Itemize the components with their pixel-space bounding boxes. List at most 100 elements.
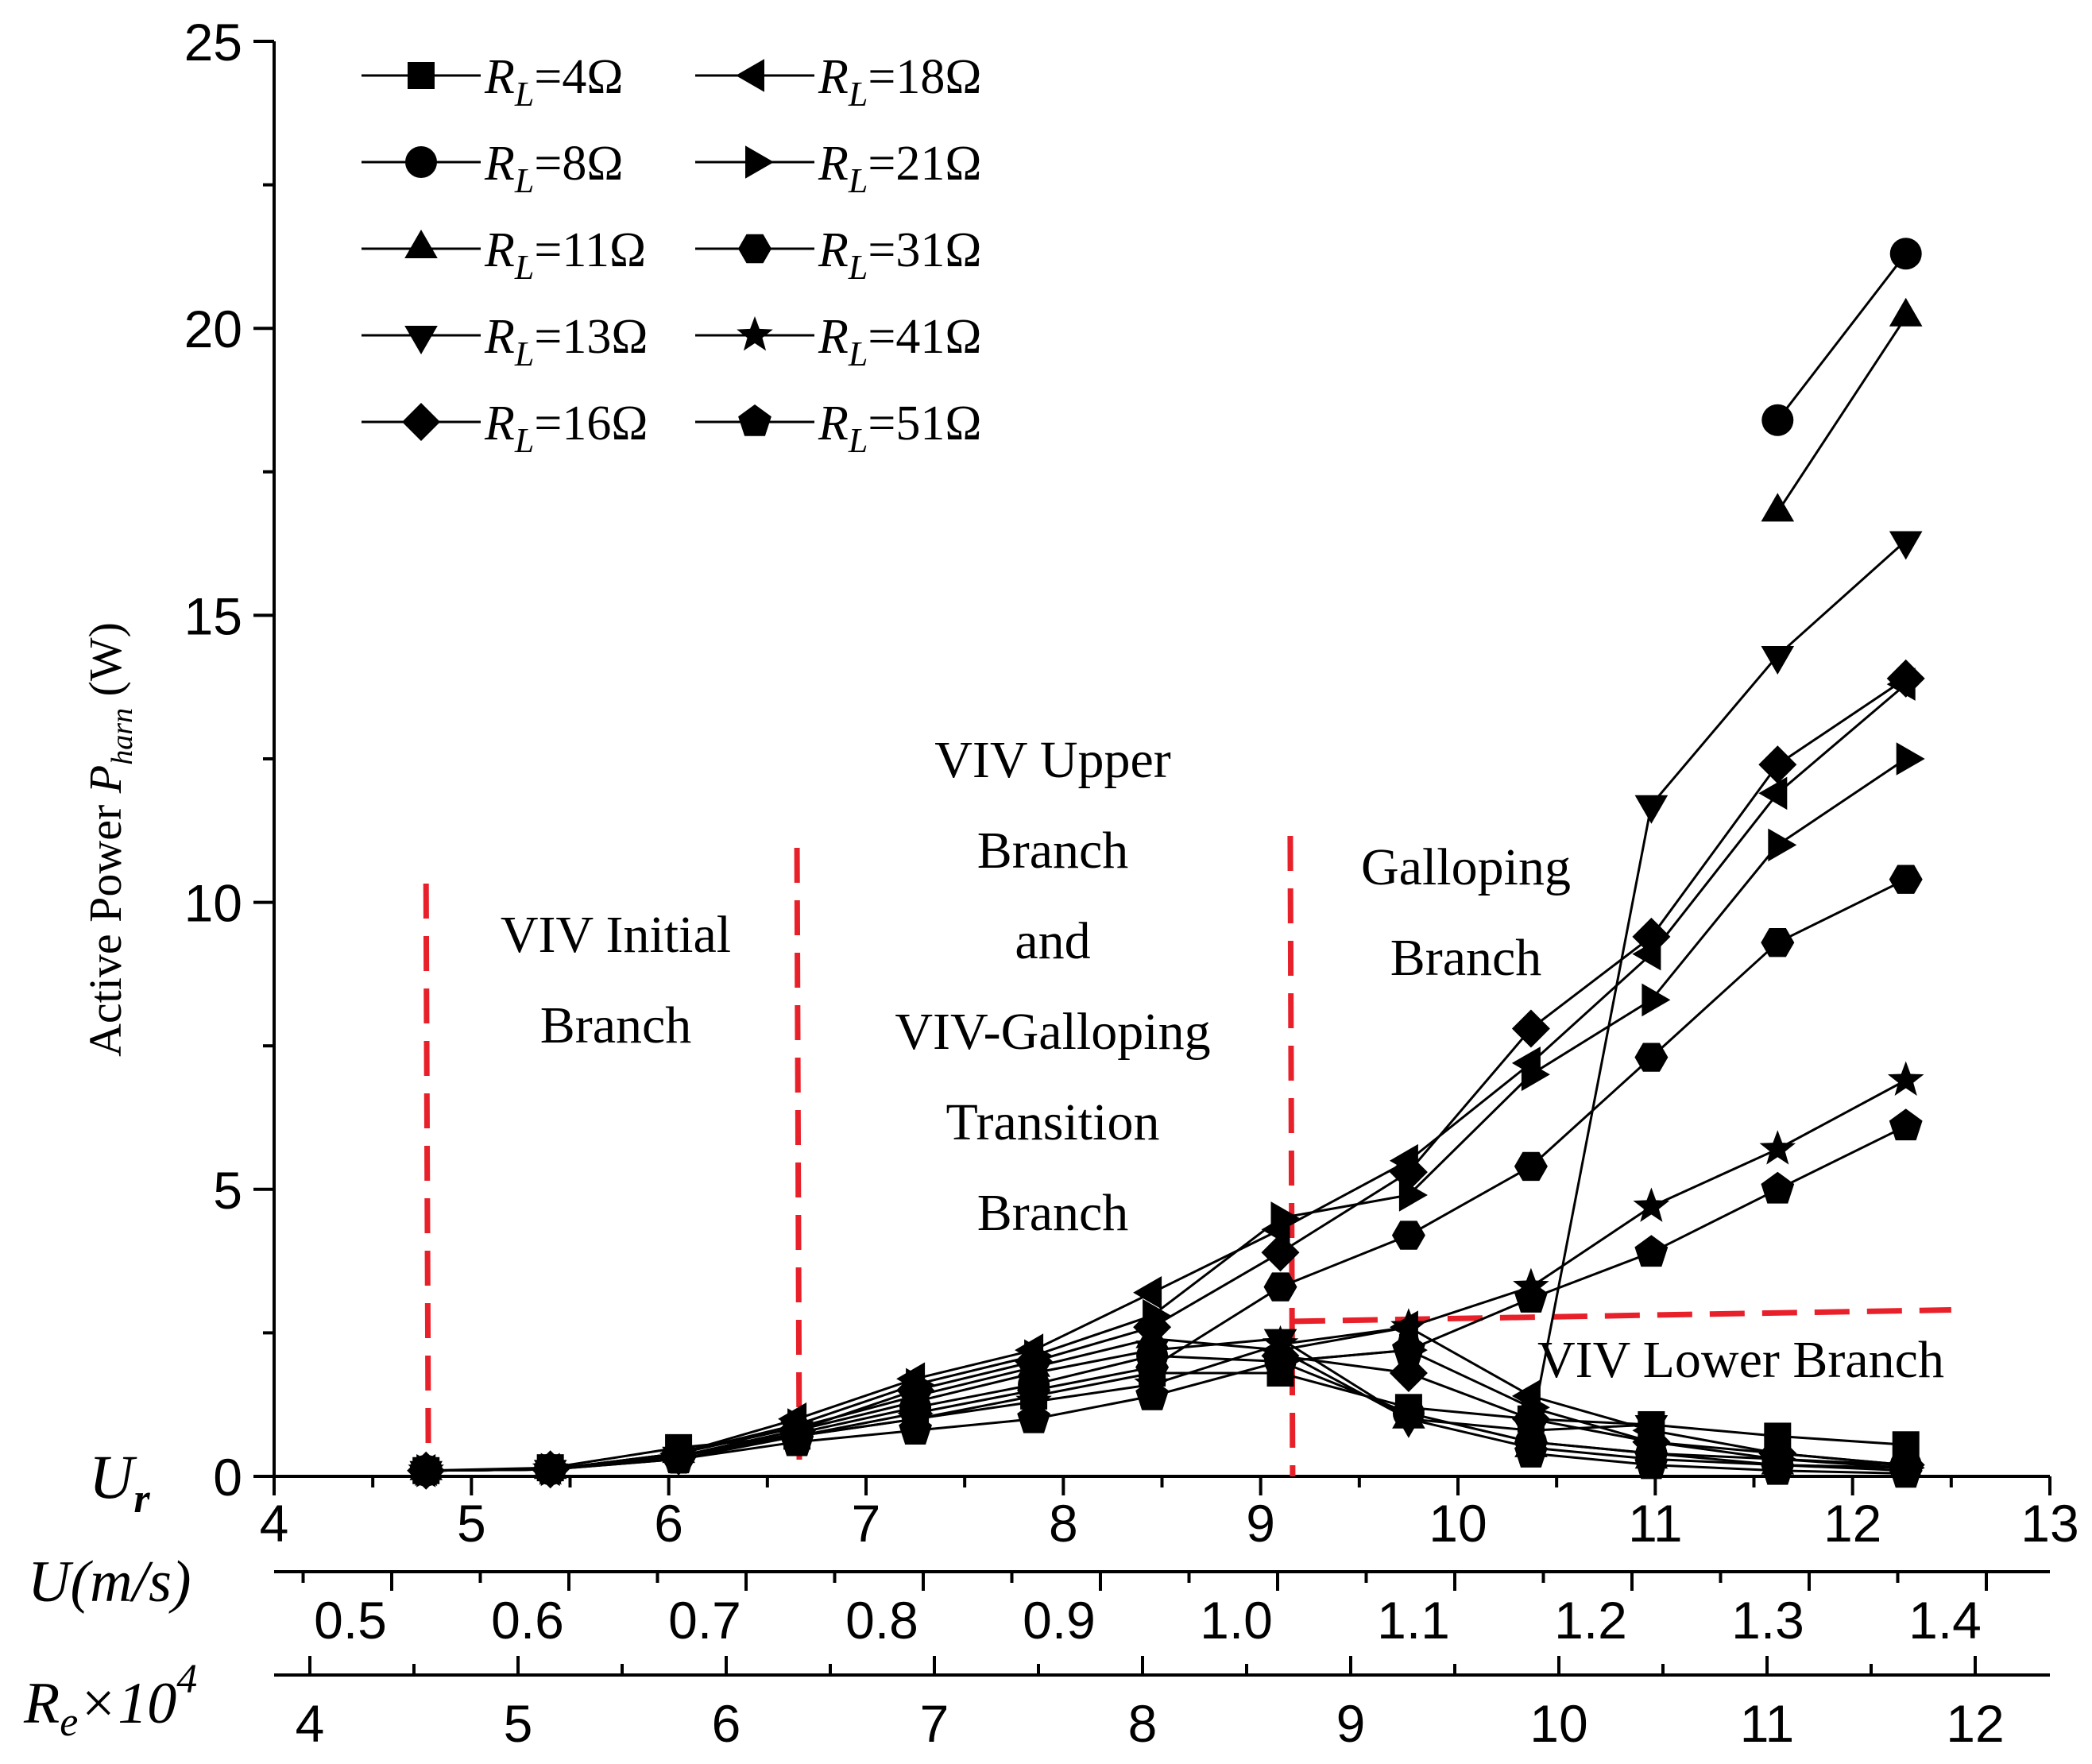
marker-pentagon xyxy=(1634,1447,1669,1480)
ur-axis-label-symbol: U xyxy=(89,1442,137,1511)
u-tick-label: 1.0 xyxy=(1200,1591,1273,1650)
marker-triangle-down xyxy=(1634,795,1669,824)
series-line-R_L=11Ω xyxy=(1777,315,1907,513)
re-tick-label: 6 xyxy=(712,1694,741,1753)
series-line-R_L=21Ω-lower xyxy=(1280,1348,1906,1469)
marker-pentagon xyxy=(1889,1108,1923,1141)
region-annotations: VIV Initial Branch VIV Upper Branch and VIV-G… xyxy=(501,731,1944,1389)
u-tick-label: 1.2 xyxy=(1554,1591,1627,1650)
re-tick-label: 11 xyxy=(1740,1694,1795,1753)
marker-pentagon xyxy=(1017,1401,1050,1433)
legend-entry: RL=16Ω xyxy=(362,397,648,460)
re-axis-label-subscript: e xyxy=(60,1700,78,1745)
re-axis: 4 5 6 7 8 9 10 11 12 xyxy=(274,1656,2050,1753)
annotation-line: VIV Initial xyxy=(501,906,731,964)
marker-triangle-left xyxy=(1389,1310,1418,1344)
legend-entry: RL=51Ω xyxy=(695,397,981,460)
region-annotation: VIV Lower Branch xyxy=(1537,1331,1944,1389)
ur-axis-label-subscript: r xyxy=(133,1476,150,1522)
marker-triangle-right xyxy=(1896,742,1925,776)
marker-hexagon xyxy=(1391,1220,1425,1250)
ur-tick-label: 7 xyxy=(852,1494,881,1553)
legend-entry: RL=11Ω xyxy=(362,223,646,287)
region-annotation: VIV Upper Branch and VIV-Galloping Transitio… xyxy=(895,731,1210,1242)
re-axis-label-symbol: R xyxy=(23,1671,60,1736)
marker-hexagon xyxy=(738,234,771,264)
legend-label-value: =31Ω xyxy=(868,223,981,277)
region-annotation: VIV Initial Branch xyxy=(501,906,731,1054)
legend-label: RL=13Ω xyxy=(484,310,648,373)
series-markers xyxy=(407,238,1925,1490)
legend-label-value: =41Ω xyxy=(868,310,981,364)
legend-label-value: =4Ω xyxy=(534,50,623,104)
marker-pentagon xyxy=(738,404,771,436)
marker-triangle-down xyxy=(404,326,438,354)
marker-hexagon xyxy=(1634,1043,1669,1072)
ur-tick-label: 6 xyxy=(654,1494,683,1553)
marker-star xyxy=(1015,1383,1052,1418)
legend-label-symbol: R xyxy=(484,50,515,104)
re-axis-label-exponent: 4 xyxy=(176,1657,197,1702)
legend-label: RL=16Ω xyxy=(484,397,648,460)
marker-pentagon xyxy=(1889,1456,1923,1488)
marker-circle xyxy=(1889,238,1922,270)
re-tick-label: 9 xyxy=(1336,1694,1366,1753)
marker-pentagon xyxy=(409,1453,443,1485)
legend-label-subscript: L xyxy=(848,75,868,114)
legend-label-symbol: R xyxy=(818,310,849,364)
series-line-R_L=51Ω xyxy=(426,1124,1907,1472)
y-tick-label: 0 xyxy=(213,1448,242,1507)
marker-triangle-left xyxy=(1133,1276,1162,1309)
marker-triangle-right xyxy=(1270,1201,1300,1235)
marker-triangle-right xyxy=(1270,1344,1300,1379)
annotation-line: Transition xyxy=(946,1093,1160,1151)
legend-label-subscript: L xyxy=(514,161,534,200)
marker-pentagon xyxy=(1514,1281,1548,1313)
re-axis-label-multiplier: ×10 xyxy=(78,1671,176,1736)
legend-entry: RL=18Ω xyxy=(695,50,981,114)
series-lines xyxy=(426,253,1907,1475)
legend-entry: RL=8Ω xyxy=(362,137,623,200)
marker-triangle-right xyxy=(1143,1298,1172,1333)
marker-hexagon xyxy=(1263,1272,1297,1302)
marker-triangle-up xyxy=(1392,1399,1425,1429)
annotation-line: Branch xyxy=(977,822,1129,880)
y-axis-title-symbol: P xyxy=(79,765,131,794)
marker-pentagon xyxy=(1135,1378,1169,1410)
marker-triangle-left xyxy=(1632,937,1661,971)
marker-pentagon xyxy=(899,1413,932,1445)
region-boundary-line xyxy=(794,847,802,1477)
legend-entry: RL=41Ω xyxy=(695,310,981,373)
legend-label-subscript: L xyxy=(514,248,534,287)
legend-label-symbol: R xyxy=(818,137,849,191)
ur-tick-label: 9 xyxy=(1246,1494,1275,1553)
legend-label: RL=41Ω xyxy=(818,310,981,373)
marker-triangle-down xyxy=(1761,646,1795,675)
legend-label-subscript: L xyxy=(514,75,534,114)
marker-triangle-right xyxy=(745,145,774,179)
ur-tick-label: 8 xyxy=(1049,1494,1078,1553)
u-tick-label: 0.6 xyxy=(491,1591,564,1650)
legend-label-subscript: L xyxy=(848,248,868,287)
marker-triangle-right xyxy=(1642,983,1671,1017)
series-line-R_L=31Ω-lower xyxy=(1530,1441,1906,1472)
y-tick-label: 25 xyxy=(184,13,242,72)
marker-star xyxy=(1887,1061,1924,1096)
re-tick-label: 10 xyxy=(1529,1694,1587,1753)
marker-pentagon xyxy=(1761,1171,1795,1204)
marker-triangle-left xyxy=(1886,667,1916,701)
marker-triangle-right xyxy=(1024,1339,1054,1373)
legend-label-value: =11Ω xyxy=(534,223,646,277)
region-annotation: Galloping Branch xyxy=(1361,838,1571,987)
y-tick-label: 20 xyxy=(184,300,242,358)
legend-entry: RL=31Ω xyxy=(695,223,981,287)
marker-star xyxy=(1759,1130,1796,1165)
marker-triangle-up xyxy=(1761,493,1795,522)
marker-circle xyxy=(405,146,437,178)
marker-hexagon xyxy=(1889,865,1923,894)
legend-entry: RL=13Ω xyxy=(362,310,648,373)
legend-label-symbol: R xyxy=(484,223,515,277)
ur-tick-label: 11 xyxy=(1628,1494,1683,1553)
u-tick-label: 1.4 xyxy=(1908,1591,1982,1650)
